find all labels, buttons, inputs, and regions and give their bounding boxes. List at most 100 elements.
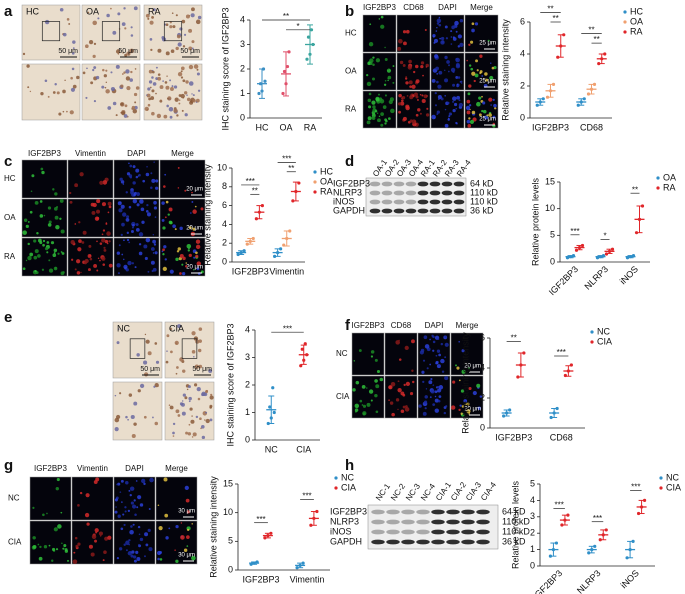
cell-texture xyxy=(435,30,438,32)
significance-label: *** xyxy=(246,177,255,186)
cell-texture xyxy=(146,203,149,207)
significance-label: *** xyxy=(256,515,265,524)
cell-texture xyxy=(183,33,187,36)
y-tick-label: 0 xyxy=(245,434,250,444)
cell-texture xyxy=(470,67,474,71)
cell-texture xyxy=(196,267,200,271)
cell-texture xyxy=(366,73,369,77)
x-tick-label: CIA xyxy=(296,444,311,454)
significance-label: ** xyxy=(594,35,600,44)
y-tick-label: 15 xyxy=(545,176,555,186)
cell-texture xyxy=(354,403,360,409)
legend-marker xyxy=(313,180,317,184)
micrograph xyxy=(113,237,160,277)
cell-texture xyxy=(437,338,440,341)
row-label: CIA xyxy=(8,538,22,547)
blot-band xyxy=(416,529,430,535)
cell-texture xyxy=(423,335,428,340)
cell-texture xyxy=(436,26,438,29)
cell-texture xyxy=(195,339,200,344)
cell-texture xyxy=(114,498,118,502)
cell-texture xyxy=(421,98,426,104)
cell-texture xyxy=(112,30,117,35)
cell-texture xyxy=(432,33,436,38)
cell-texture xyxy=(152,233,155,236)
cell-texture xyxy=(171,85,174,88)
data-point xyxy=(305,57,309,61)
cell-texture xyxy=(438,98,440,100)
cell-texture xyxy=(81,241,85,244)
cell-texture xyxy=(143,360,148,365)
column-header: DAPI xyxy=(127,149,146,158)
y-tick-label: 4 xyxy=(222,219,227,229)
cell-texture xyxy=(93,100,97,103)
cell-texture xyxy=(186,545,189,547)
cell-texture xyxy=(123,523,126,527)
cell-texture xyxy=(135,550,139,554)
cell-texture xyxy=(208,369,213,373)
cell-texture xyxy=(374,393,378,398)
cell-texture xyxy=(56,91,60,95)
cell-texture xyxy=(155,92,157,95)
y-tick-label: 15 xyxy=(223,478,233,488)
legend-marker xyxy=(623,10,627,14)
cell-texture xyxy=(164,216,167,219)
cell-texture xyxy=(421,94,424,97)
cell-texture xyxy=(183,91,188,95)
cell-texture xyxy=(125,218,130,222)
cell-texture xyxy=(354,408,359,412)
cell-texture xyxy=(479,71,482,75)
cell-texture xyxy=(150,48,153,51)
lane-label: NC-3 xyxy=(404,481,422,502)
scale-bar-label: 50 μm xyxy=(118,48,138,55)
cell-texture xyxy=(124,104,128,108)
cell-texture xyxy=(117,53,120,55)
cell-texture xyxy=(192,99,196,103)
cell-texture xyxy=(46,512,48,515)
cell-texture xyxy=(137,495,142,500)
row-label: NC xyxy=(336,349,348,358)
cell-texture xyxy=(437,84,442,89)
data-point xyxy=(639,505,644,509)
cell-texture xyxy=(388,399,390,401)
x-tick-label: IGF2BP3 xyxy=(232,266,269,276)
cell-texture xyxy=(474,73,479,78)
cell-texture xyxy=(97,17,100,20)
cell-texture xyxy=(371,100,376,105)
cell-texture xyxy=(42,513,45,517)
cell-texture xyxy=(444,376,449,381)
blot-band xyxy=(369,181,381,187)
cell-texture xyxy=(444,123,449,128)
data-point xyxy=(303,342,307,346)
cell-texture xyxy=(397,408,399,411)
y-tick-label: 2 xyxy=(520,80,525,90)
cell-texture xyxy=(395,340,400,345)
x-tick-label: CD68 xyxy=(580,122,603,132)
data-point xyxy=(631,539,635,544)
cell-texture xyxy=(64,549,69,553)
cell-texture xyxy=(182,256,186,261)
blot-band xyxy=(446,519,460,525)
size-label: 36 kD xyxy=(470,205,494,215)
cell-texture xyxy=(441,370,445,373)
cell-texture xyxy=(436,364,441,369)
cell-texture xyxy=(121,73,124,75)
scale-bar-label: 25 μm xyxy=(479,41,496,47)
cell-texture xyxy=(422,380,425,383)
cell-texture xyxy=(399,60,404,65)
cell-texture xyxy=(110,86,116,92)
cell-texture xyxy=(36,232,39,235)
cell-texture xyxy=(131,550,135,554)
scale-bar-label: 50 μm xyxy=(58,48,78,55)
x-tick-label: IGF2BP3 xyxy=(532,122,569,132)
cell-texture xyxy=(54,215,59,220)
cell-texture xyxy=(125,76,131,81)
legend-marker xyxy=(334,476,338,480)
cell-texture xyxy=(135,228,140,232)
cell-texture xyxy=(452,83,456,87)
cell-texture xyxy=(195,239,201,244)
data-point xyxy=(297,181,301,185)
data-point xyxy=(628,548,632,552)
cell-texture xyxy=(479,395,483,398)
cell-texture xyxy=(199,417,202,421)
